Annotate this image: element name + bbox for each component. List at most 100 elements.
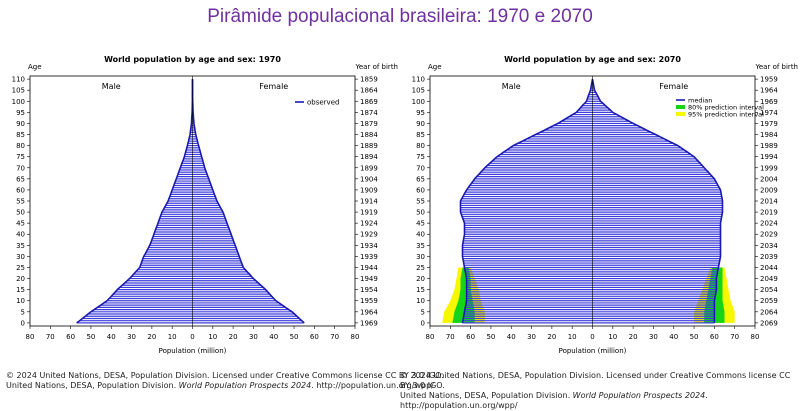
age-tick-label: 5 [21, 308, 25, 316]
credit-line-2: United Nations, DESA, Population Divisio… [6, 381, 444, 391]
age-tick-label: 100 [12, 98, 25, 106]
male-median-line [459, 78, 594, 324]
year-tick-label: 2019 [760, 209, 778, 217]
x-tick-label: 0 [590, 333, 594, 341]
age-tick-label: 35 [416, 242, 425, 250]
age-tick-label: 20 [16, 275, 25, 283]
x-tick-label: 80 [751, 333, 760, 341]
female-label: Female [659, 82, 688, 91]
legend-observed-label: observed [307, 99, 339, 107]
credit-source: United Nations, DESA, Population Divisio… [6, 381, 177, 390]
x-tick-label: 40 [269, 333, 278, 341]
credit-line-1: © 2024 United Nations, DESA, Population … [6, 371, 444, 380]
x-tick-label: 20 [229, 333, 238, 341]
age-axis-label: Age [28, 63, 42, 71]
year-tick-label: 1969 [360, 319, 378, 327]
x-tick-label: 20 [629, 333, 638, 341]
age-tick-label: 90 [416, 120, 425, 128]
year-tick-label: 1999 [760, 164, 778, 172]
x-tick-label: 40 [669, 333, 678, 341]
year-tick-label: 1974 [760, 109, 778, 117]
female-observed-line [191, 79, 305, 324]
legend-label-2: 95% prediction interval [688, 110, 764, 118]
age-tick-label: 80 [416, 142, 425, 150]
x-tick-label: 40 [507, 333, 516, 341]
x-tick-label: 10 [568, 333, 577, 341]
year-axis-label: Year of birth [355, 63, 398, 71]
year-tick-label: 1944 [360, 264, 378, 272]
year-tick-label: 1934 [360, 242, 378, 250]
male-observed-line [76, 79, 194, 324]
age-tick-label: 75 [416, 153, 425, 161]
year-tick-label: 1979 [760, 120, 778, 128]
year-tick-label: 1859 [360, 76, 378, 84]
x-tick-label: 60 [710, 333, 719, 341]
x-tick-label: 30 [127, 333, 136, 341]
year-tick-label: 2004 [760, 175, 778, 183]
year-tick-label: 1904 [360, 175, 378, 183]
age-tick-label: 30 [416, 253, 425, 261]
year-tick-label: 1869 [360, 98, 378, 106]
year-tick-label: 1939 [360, 253, 378, 261]
credit-left: © 2024 United Nations, DESA, Population … [6, 371, 444, 391]
age-tick-label: 110 [12, 76, 25, 84]
x-tick-label: 10 [208, 333, 217, 341]
x-tick-label: 70 [446, 333, 455, 341]
page-title: Pirâmide populacional brasileira: 1970 e… [207, 6, 593, 27]
age-tick-label: 80 [16, 142, 25, 150]
year-tick-label: 1924 [360, 220, 378, 228]
age-tick-label: 5 [421, 308, 425, 316]
age-tick-label: 50 [16, 209, 25, 217]
year-tick-label: 1959 [760, 76, 778, 84]
year-tick-label: 2029 [760, 231, 778, 239]
year-tick-label: 1964 [760, 87, 778, 95]
age-tick-label: 15 [16, 286, 25, 294]
year-tick-label: 1864 [360, 87, 378, 95]
x-tick-label: 30 [249, 333, 258, 341]
age-tick-label: 45 [416, 220, 425, 228]
year-tick-label: 1899 [360, 164, 378, 172]
age-tick-label: 95 [416, 109, 425, 117]
age-tick-label: 105 [412, 87, 425, 95]
year-tick-label: 1929 [360, 231, 378, 239]
credit-line-1: © 2024 United Nations, DESA, Population … [400, 371, 791, 390]
age-tick-label: 55 [416, 198, 425, 206]
credit-right: © 2024 United Nations, DESA, Population … [400, 371, 800, 411]
male-label: Male [102, 82, 121, 91]
age-tick-label: 85 [416, 131, 425, 139]
credit-url: . http://population.un.org/wpp/ [311, 381, 434, 390]
year-tick-label: 1909 [360, 186, 378, 194]
age-tick-label: 95 [16, 109, 25, 117]
age-tick-label: 50 [416, 209, 425, 217]
year-tick-label: 1879 [360, 120, 378, 128]
year-tick-label: 2069 [760, 319, 778, 327]
age-tick-label: 15 [416, 286, 425, 294]
year-tick-label: 2034 [760, 242, 778, 250]
year-tick-label: 2009 [760, 186, 778, 194]
x-tick-label: 50 [290, 333, 299, 341]
year-tick-label: 1969 [760, 98, 778, 106]
credit-publication: World Population Prospects 2024 [178, 381, 312, 390]
age-tick-label: 40 [416, 231, 425, 239]
x-tick-label: 50 [690, 333, 699, 341]
year-tick-label: 1884 [360, 131, 378, 139]
x-tick-label: 60 [466, 333, 475, 341]
male-label: Male [502, 82, 521, 91]
x-tick-label: 40 [107, 333, 116, 341]
pyramid-chart-1970: World population by age and sex: 1970 Age… [12, 55, 398, 355]
age-tick-label: 110 [412, 76, 425, 84]
year-tick-label: 1919 [360, 209, 378, 217]
year-tick-label: 2044 [760, 264, 778, 272]
x-tick-label: 70 [330, 333, 339, 341]
age-tick-label: 35 [16, 242, 25, 250]
age-tick-label: 0 [21, 319, 25, 327]
age-tick-label: 60 [416, 186, 425, 194]
age-tick-label: 25 [416, 264, 425, 272]
year-tick-label: 2054 [760, 286, 778, 294]
age-axis-label: Age [428, 63, 442, 71]
x-tick-label: 80 [426, 333, 435, 341]
year-tick-label: 1894 [360, 153, 378, 161]
age-tick-label: 40 [16, 231, 25, 239]
x-tick-label: 70 [730, 333, 739, 341]
age-tick-label: 10 [416, 297, 425, 305]
